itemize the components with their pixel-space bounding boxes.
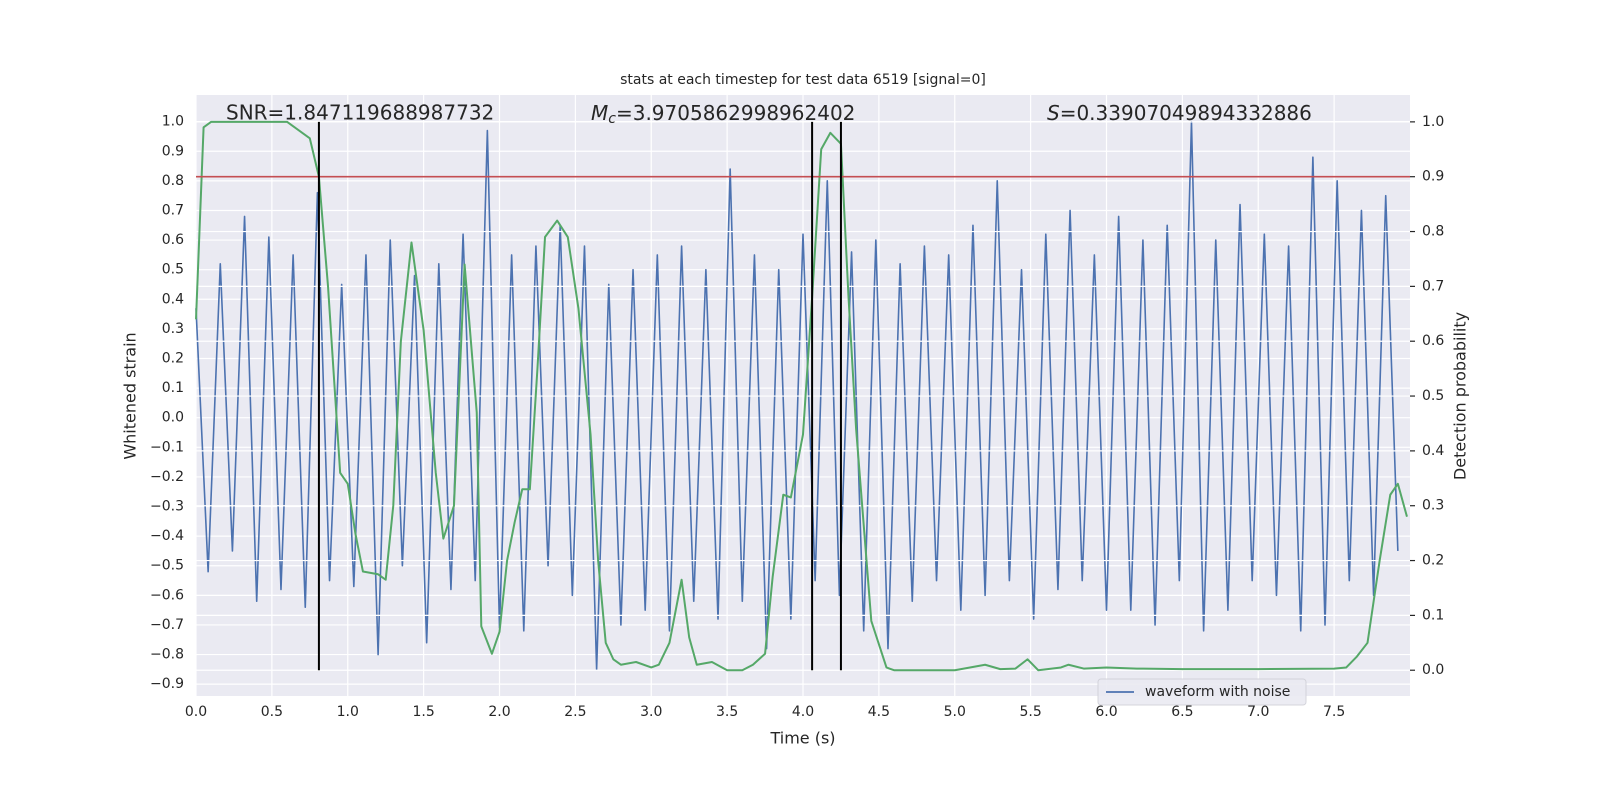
y-tick-label: −0.4 bbox=[150, 528, 184, 544]
y-tick-label: 0.5 bbox=[162, 262, 184, 278]
y-tick-label: 0.3 bbox=[162, 321, 184, 337]
y-tick-label: 0.7 bbox=[162, 202, 184, 218]
overlay bbox=[195, 120, 1410, 672]
x-axis-label: Time (s) bbox=[769, 729, 835, 748]
y-tick-label: −0.7 bbox=[150, 617, 184, 633]
annotation-symbol: S bbox=[1047, 101, 1060, 125]
annotation-value: =3.9705862998962402 bbox=[616, 101, 855, 125]
x-tick-label: 2.0 bbox=[488, 704, 510, 720]
y2-axis-label: Detection probability bbox=[1451, 312, 1470, 480]
x-tick-label: 7.0 bbox=[1247, 704, 1269, 720]
y2-tick-label: 0.3 bbox=[1422, 498, 1444, 514]
x-tick-label: 1.0 bbox=[337, 704, 359, 720]
y2-tick-label: 0.6 bbox=[1422, 333, 1444, 349]
x-tick-label: 6.5 bbox=[1171, 704, 1193, 720]
y2-tick-label: 0.0 bbox=[1422, 662, 1444, 678]
legend-box bbox=[1097, 678, 1307, 706]
legend-label: waveform with noise bbox=[1145, 684, 1290, 700]
x-tick-label: 2.5 bbox=[564, 704, 586, 720]
y-tick-label: −0.9 bbox=[150, 676, 184, 692]
x-tick-label: 3.0 bbox=[640, 704, 662, 720]
annotation: S=0.33907049894332886 bbox=[1047, 101, 1312, 125]
y-tick-label: −0.2 bbox=[150, 469, 184, 485]
annotation: SNR=1.847119688987732 bbox=[226, 101, 494, 125]
x-tick-label: 0.0 bbox=[185, 704, 207, 720]
x-tick-label: 4.5 bbox=[868, 704, 890, 720]
y2-tick-label: 0.8 bbox=[1422, 224, 1444, 240]
x-tick-label: 3.5 bbox=[716, 704, 738, 720]
x-tick-label: 7.5 bbox=[1323, 704, 1345, 720]
annotation-symbol: M bbox=[591, 101, 608, 125]
x-tick-label: 1.5 bbox=[412, 704, 434, 720]
y2-tick-label: 0.7 bbox=[1422, 278, 1444, 294]
x-tick-label: 6.0 bbox=[1095, 704, 1117, 720]
chart-title: stats at each timestep for test data 651… bbox=[620, 72, 986, 88]
annotation-value: =0.33907049894332886 bbox=[1060, 101, 1312, 125]
waveform-layer bbox=[195, 120, 1399, 671]
x-tick-label: 4.0 bbox=[792, 704, 814, 720]
y-tick-label: −0.8 bbox=[150, 647, 184, 663]
y-tick-label: 0.6 bbox=[162, 232, 184, 248]
y-tick-label: 0.8 bbox=[162, 173, 184, 189]
x-tick-label: 5.5 bbox=[1019, 704, 1041, 720]
y2-tick-label: 0.2 bbox=[1422, 553, 1444, 569]
waveform-line bbox=[195, 120, 1399, 671]
legend: waveform with noise bbox=[1097, 678, 1307, 706]
y-tick-label: 0.1 bbox=[162, 380, 184, 396]
y2-tick-label: 0.4 bbox=[1422, 443, 1444, 459]
y-tick-label: −0.6 bbox=[150, 587, 184, 603]
y2-tick-label: 0.5 bbox=[1422, 388, 1444, 404]
y-tick-label: 1.0 bbox=[162, 114, 184, 130]
y2-tick-label: 0.9 bbox=[1422, 169, 1444, 185]
y2-tick-label: 1.0 bbox=[1422, 114, 1444, 130]
annotation: Mc=3.9705862998962402 bbox=[591, 101, 855, 128]
probability-line bbox=[195, 120, 1408, 672]
y2-tick-label: 0.1 bbox=[1422, 607, 1444, 623]
y-axis-label: Whitened strain bbox=[121, 332, 140, 459]
y-tick-label: −0.3 bbox=[150, 499, 184, 515]
y-tick-label: −0.1 bbox=[150, 439, 184, 455]
y-tick-label: 0.2 bbox=[162, 350, 184, 366]
y-tick-label: −0.5 bbox=[150, 558, 184, 574]
y-tick-label: 0.9 bbox=[162, 143, 184, 159]
y-tick-label: 0.0 bbox=[162, 410, 184, 426]
annotation-subscript: c bbox=[608, 111, 616, 127]
x-tick-label: 0.5 bbox=[261, 704, 283, 720]
x-tick-label: 5.0 bbox=[944, 704, 966, 720]
y-tick-label: 0.4 bbox=[162, 291, 184, 307]
